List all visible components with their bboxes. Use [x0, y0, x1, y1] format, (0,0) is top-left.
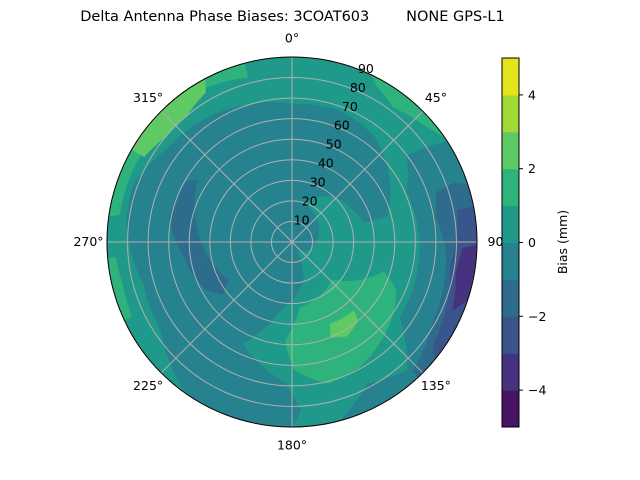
angle-tick-label: 135°: [421, 378, 451, 393]
angular-gridline: [291, 110, 424, 243]
radial-tick-label: 90: [358, 61, 374, 76]
contour-region: [452, 244, 477, 311]
colorbar-bin: [502, 316, 519, 354]
polar-grid: [106, 56, 478, 428]
radial-tick-label: 30: [310, 174, 326, 189]
angle-tick-label: 180°: [277, 438, 307, 453]
tick-labels: 0° 45° 90 135° 180° 225° 270° 315° 10 20 30 40 50 60 7…: [73, 31, 503, 453]
angle-tick-label: 45°: [425, 90, 447, 105]
radial-tick-label: 60: [334, 118, 350, 133]
colorbar-tick-label: 4: [528, 87, 536, 102]
radial-tick-label: 50: [326, 137, 342, 152]
polar-frame: [106, 56, 478, 428]
radial-tick-label: 70: [342, 99, 358, 114]
angle-tick-label: 225°: [133, 378, 163, 393]
contour-region: [433, 206, 477, 362]
colorbar-tick-label: 2: [528, 161, 536, 176]
angle-tick-label: 0°: [285, 31, 299, 46]
colorbar-bin: [502, 58, 519, 96]
angular-gridline: [291, 241, 424, 374]
colorbar-tick-label: −2: [528, 309, 546, 324]
angle-tick-label: 270°: [73, 234, 103, 249]
colorbar-label: Bias (mm): [555, 210, 570, 274]
angular-gridline: [160, 241, 293, 374]
colorbar-tick-label: 0: [528, 235, 536, 250]
colorbar-bin: [502, 131, 519, 170]
radial-tick-label: 40: [318, 156, 334, 171]
colorbar-bin: [502, 353, 519, 391]
radial-tick-label: 10: [294, 212, 310, 227]
contour-region: [169, 180, 229, 295]
contour-region: [329, 310, 359, 338]
colorbar-bin: [502, 242, 519, 280]
colorbar-bin: [502, 168, 519, 207]
colorbar-bin: [502, 94, 519, 133]
angular-gridline: [160, 110, 293, 243]
colorbar-bin: [502, 205, 519, 243]
angle-tick-label: 315°: [133, 90, 163, 105]
radial-tick-label: 80: [350, 80, 366, 95]
angle-tick-label: 90: [488, 234, 504, 249]
contour-region: [369, 73, 446, 139]
chart-title: Delta Antenna Phase Biases: 3COAT603 NON…: [80, 9, 505, 25]
radial-tick-label: 20: [302, 193, 318, 208]
colorbar: −4 −2 0 2 4 Bias (mm): [501, 57, 570, 428]
colorbar-bin: [502, 279, 519, 317]
colorbar-tick-label: −4: [528, 383, 546, 398]
colorbar-bin: [502, 390, 519, 428]
contour-region: [107, 257, 133, 321]
